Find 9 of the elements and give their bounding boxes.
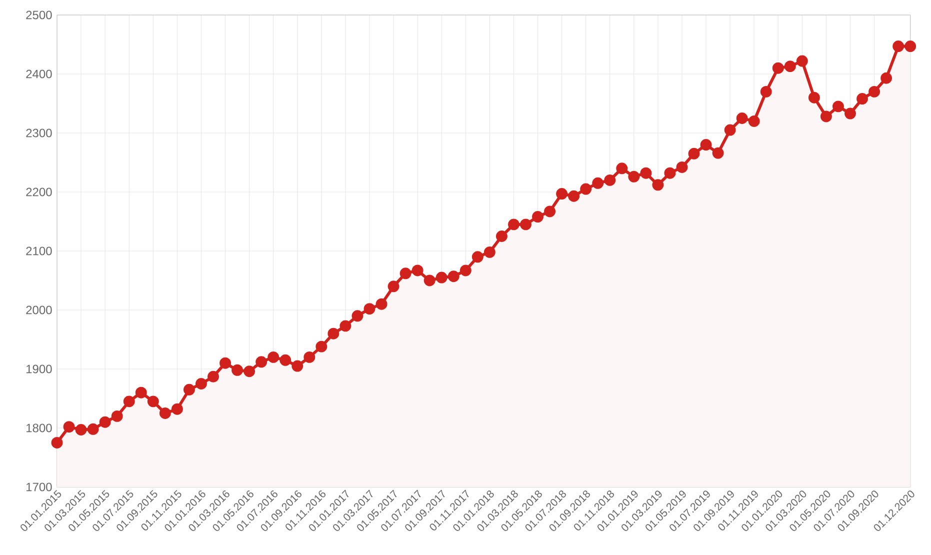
y-tick-label: 1700 [26,482,52,492]
y-tick-label: 2100 [26,246,52,256]
y-tick-label: 2300 [26,128,52,138]
y-tick-label: 2500 [26,10,52,20]
y-tick-label: 1900 [26,364,52,374]
y-tick-label: 2000 [26,306,52,314]
y-tick-label: 2400 [26,70,52,78]
y-tick-label: 2200 [26,188,52,196]
y-tick-label: 1800 [26,424,52,432]
